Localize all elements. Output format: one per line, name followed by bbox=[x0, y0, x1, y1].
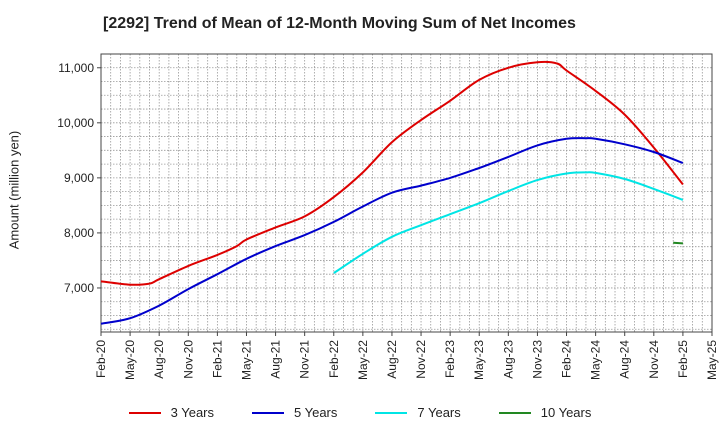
x-tick-label: May-20 bbox=[123, 340, 137, 380]
series-line-10-years bbox=[673, 241, 683, 245]
legend-label: 10 Years bbox=[540, 405, 592, 420]
x-tick-label: Aug-22 bbox=[385, 340, 399, 379]
y-tick-label: 8,000 bbox=[64, 226, 94, 240]
series-line-5-years bbox=[100, 137, 684, 325]
legend: 3 Years 5 Years 7 Years 10 Years bbox=[0, 405, 720, 420]
x-tick-label: Nov-24 bbox=[647, 340, 661, 379]
x-tick-label: Nov-22 bbox=[414, 340, 428, 379]
x-axis: Feb-20 May-20 Aug-20 Nov-20 Feb-21 May-21 Aug-… bbox=[94, 332, 719, 380]
x-tick-label: Feb-22 bbox=[327, 340, 341, 378]
x-tick-label: Nov-21 bbox=[298, 340, 312, 379]
x-tick-label: May-25 bbox=[705, 340, 719, 380]
chart-title: [2292] Trend of Mean of 12-Month Moving … bbox=[103, 15, 576, 32]
legend-label: 5 Years bbox=[294, 405, 338, 420]
x-tick-label: Feb-24 bbox=[560, 340, 574, 378]
legend-swatch bbox=[498, 411, 531, 414]
x-tick-label: Feb-25 bbox=[676, 340, 690, 378]
x-tick-label: May-24 bbox=[589, 340, 603, 380]
series-line-3-years bbox=[100, 60, 684, 286]
legend-item-5-years: 5 Years bbox=[252, 405, 337, 420]
x-tick-label: Aug-21 bbox=[269, 340, 283, 379]
legend-swatch bbox=[375, 411, 408, 414]
y-tick-label: 11,000 bbox=[58, 61, 94, 75]
x-tick-label: Feb-20 bbox=[94, 340, 108, 378]
x-tick-label: Aug-23 bbox=[501, 340, 515, 379]
grid-lines bbox=[101, 53, 712, 332]
y-tick-label: 9,000 bbox=[64, 171, 94, 185]
x-tick-label: Aug-20 bbox=[152, 340, 166, 379]
y-tick-label: 10,000 bbox=[57, 116, 94, 130]
legend-label: 3 Years bbox=[170, 405, 214, 420]
legend-label: 7 Years bbox=[417, 405, 461, 420]
legend-item-7-years: 7 Years bbox=[375, 405, 461, 420]
y-axis: 7,000 8,000 9,000 10,000 11,000 bbox=[57, 61, 101, 295]
x-tick-label: May-21 bbox=[239, 340, 253, 380]
x-tick-label: Feb-23 bbox=[443, 340, 457, 378]
x-tick-label: Nov-20 bbox=[181, 340, 195, 379]
x-tick-label: May-22 bbox=[356, 340, 370, 380]
legend-swatch bbox=[128, 411, 161, 414]
plot-frame bbox=[100, 53, 713, 333]
series-line-7-years bbox=[333, 171, 684, 274]
legend-swatch bbox=[252, 411, 284, 414]
x-tick-label: Feb-21 bbox=[210, 340, 224, 378]
x-tick-label: Aug-24 bbox=[618, 340, 632, 379]
legend-item-3-years: 3 Years bbox=[128, 405, 214, 420]
legend-item-10-years: 10 Years bbox=[498, 405, 592, 420]
x-tick-label: Nov-23 bbox=[530, 340, 544, 379]
y-tick-label: 7,000 bbox=[64, 281, 94, 295]
x-tick-label: May-23 bbox=[472, 340, 486, 380]
series-lines bbox=[100, 60, 684, 325]
